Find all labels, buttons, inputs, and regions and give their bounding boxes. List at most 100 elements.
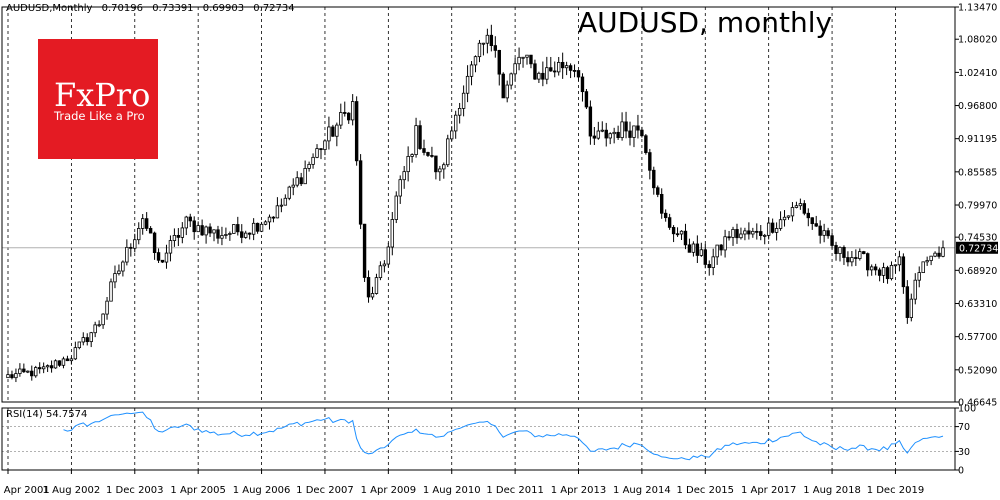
candle-body <box>228 233 232 235</box>
close-value: 0.72734 <box>253 3 295 14</box>
candle-body <box>343 112 347 114</box>
candle-body <box>917 272 921 281</box>
candle-body <box>529 54 533 65</box>
candle-body <box>164 252 169 263</box>
candle-body <box>695 243 700 256</box>
candle-body <box>624 121 628 132</box>
candle-body <box>616 131 620 138</box>
y-tick-label: 0.85585 <box>958 167 997 178</box>
candle-body <box>485 34 490 44</box>
candle-body <box>57 360 62 366</box>
candle-body <box>937 252 941 257</box>
candle-body <box>873 266 878 271</box>
candle-body <box>794 205 799 208</box>
candle-body <box>477 42 482 58</box>
candle-body <box>362 223 367 278</box>
candle-body <box>240 231 244 238</box>
y-tick-label: 0.74530 <box>958 233 997 244</box>
candle-body <box>933 252 937 257</box>
candle-body <box>885 267 890 280</box>
candle-body <box>77 341 82 349</box>
candle-body <box>814 223 818 227</box>
candle-body <box>200 225 204 236</box>
candle-body <box>446 138 450 166</box>
candle-body <box>129 246 133 249</box>
candle-body <box>335 124 339 137</box>
candle-body <box>236 224 240 233</box>
candle-body <box>473 56 478 66</box>
candle-body <box>69 358 74 362</box>
candle-body <box>430 155 434 157</box>
candle-body <box>244 232 248 238</box>
rsi-grid <box>2 408 955 470</box>
candle-body <box>782 216 787 221</box>
candle-body <box>481 42 486 45</box>
rsi-pane-frame <box>1 407 956 471</box>
candle-body <box>568 65 573 71</box>
candle-body <box>707 264 711 268</box>
candle-body <box>545 67 549 80</box>
candle-body <box>465 75 470 94</box>
high-value: 0.73391 <box>152 3 194 14</box>
candle-body <box>327 126 331 142</box>
candle-body <box>105 300 109 315</box>
candle-body <box>652 169 656 189</box>
y-tick-label: 0.46645 <box>958 398 997 409</box>
rsi-y-tick-label: 30 <box>958 447 970 458</box>
candle-body <box>897 256 902 266</box>
price-grid <box>2 7 955 402</box>
candle-body <box>303 168 307 185</box>
candle-body <box>6 374 10 379</box>
candle-body <box>251 222 256 235</box>
candle-body <box>893 264 898 267</box>
candle-body <box>374 277 379 294</box>
candle-body <box>580 76 585 93</box>
candle-body <box>22 368 26 373</box>
candle-body <box>414 125 418 155</box>
candle-body <box>802 203 807 214</box>
candle-body <box>220 235 224 239</box>
x-tick-label: 1 Dec 2003 <box>106 485 164 496</box>
candle-body <box>267 216 272 223</box>
candle-body <box>406 156 410 173</box>
candle-body <box>759 231 763 236</box>
x-tick-label: 1 Dec 2015 <box>677 485 735 496</box>
y-tick-label: 0.79970 <box>958 201 997 212</box>
candle-body <box>790 207 795 217</box>
candle-body <box>469 64 474 77</box>
rsi-y-tick-label: 100 <box>958 404 976 415</box>
candle-body <box>394 195 398 220</box>
y-tick-label: 0.91195 <box>958 134 997 145</box>
candle-body <box>576 70 581 78</box>
candle-body <box>679 230 684 235</box>
candle-body <box>196 225 200 233</box>
candle-body <box>584 91 589 108</box>
candle-body <box>830 235 834 246</box>
candle-body <box>53 360 58 369</box>
candle-body <box>889 264 894 280</box>
candle-body <box>45 365 50 368</box>
candle-body <box>339 112 343 126</box>
candle-body <box>842 246 846 258</box>
candle-body <box>14 373 18 379</box>
candle-body <box>30 370 34 377</box>
candle-body <box>866 253 870 271</box>
candle-body <box>549 67 553 72</box>
x-tick-label: 1 Apr 2001 <box>0 485 50 496</box>
candle-body <box>271 216 276 219</box>
candle-body <box>592 135 597 139</box>
candle-body <box>204 226 208 236</box>
x-tick-label: 1 Dec 2007 <box>296 485 354 496</box>
x-tick-label: 1 Dec 2019 <box>867 485 925 496</box>
candle-body <box>180 227 185 238</box>
candle-body <box>925 260 929 263</box>
candle-body <box>537 72 541 80</box>
y-tick-label: 1.08020 <box>958 35 997 46</box>
candle-body <box>402 171 406 181</box>
candle-body <box>719 244 723 251</box>
candle-body <box>49 365 54 369</box>
candle-body <box>604 129 608 139</box>
x-tick-label: 1 Aug 2014 <box>613 485 671 496</box>
candle-body <box>10 374 14 379</box>
candle-body <box>188 216 192 222</box>
